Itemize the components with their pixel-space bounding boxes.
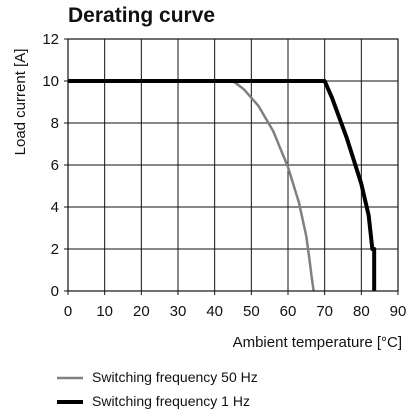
x-tick-label: 80 [353, 303, 370, 320]
chart-axes: 0 10 20 30 40 50 60 70 80 90 0 2 4 6 8 10 12 [42, 31, 406, 320]
y-tick-label: 6 [51, 157, 59, 174]
legend-label-2: Switching frequency 1 Hz [92, 393, 250, 409]
x-tick-label: 70 [316, 303, 333, 320]
y-tick-label: 8 [51, 115, 59, 132]
x-tick-label: 50 [243, 303, 260, 320]
x-tick-label: 90 [390, 303, 407, 320]
x-tick-label: 60 [280, 303, 297, 320]
y-tick-label: 12 [42, 31, 59, 48]
legend: Switching frequency 50 Hz Switching frequ… [57, 369, 258, 409]
chart-series [68, 79, 377, 292]
x-tick-label: 20 [133, 303, 150, 320]
y-tick-label: 10 [42, 73, 59, 90]
y-tick-label: 4 [51, 199, 59, 216]
series-line-1 [68, 79, 315, 292]
x-tick-label: 0 [64, 303, 72, 320]
y-tick-label: 2 [51, 241, 59, 258]
x-tick-label: 40 [206, 303, 223, 320]
y-axis-label: Load current [A] [12, 49, 29, 156]
legend-label-1: Switching frequency 50 Hz [92, 369, 258, 385]
chart-grid [67, 38, 399, 292]
series-line-2 [68, 79, 377, 291]
y-tick-label: 0 [51, 283, 59, 300]
chart-title: Derating curve [68, 4, 215, 27]
x-tick-label: 10 [96, 303, 113, 320]
x-tick-label: 30 [170, 303, 187, 320]
x-axis-label: Ambient temperature [°C] [233, 334, 402, 351]
